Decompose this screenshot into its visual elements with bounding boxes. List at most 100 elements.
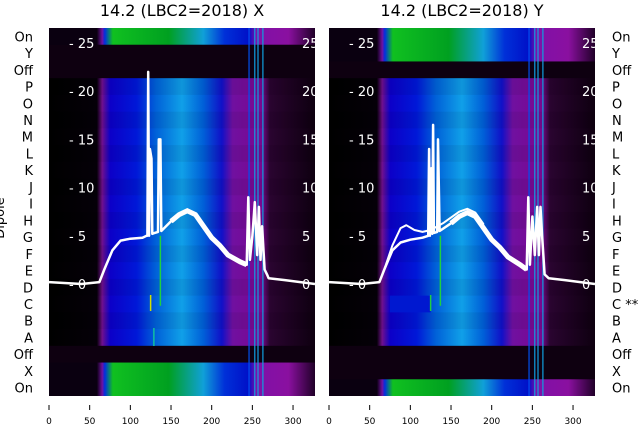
row-label: I [29, 198, 33, 213]
series-point [249, 259, 251, 261]
row-label: C [24, 298, 33, 313]
series-point [594, 283, 595, 285]
row-label: Off [612, 64, 632, 79]
heatmap-row [49, 228, 315, 246]
overlay-tick-label-twin: 10 [582, 182, 599, 197]
heatmap-row [329, 262, 595, 280]
series-point [436, 231, 438, 233]
series-point [150, 158, 153, 160]
row-label: D [23, 281, 33, 296]
series-point [429, 235, 431, 237]
overlay-tick-label-twin: 5 [302, 230, 310, 245]
x-tick-label: 100 [122, 417, 139, 427]
heatmap-row [49, 362, 315, 380]
heatmap-row [329, 295, 595, 313]
series-point [427, 235, 429, 237]
series-point [439, 230, 441, 232]
x-tick-label: 300 [564, 417, 581, 427]
series-point [391, 244, 394, 247]
overlay-tick-label-twin: 10 [302, 182, 319, 197]
row-label: L [612, 147, 620, 162]
heatmap-row-shade [49, 312, 315, 330]
heatmap-row [49, 161, 315, 180]
x-tick-label: 150 [162, 417, 179, 427]
row-label: O [612, 97, 622, 112]
chart-title: 14.2 (LBC2=2018) X [100, 1, 264, 20]
heatmap-row-shade [49, 111, 315, 129]
series-point [536, 206, 538, 208]
row-label: A [24, 331, 33, 346]
series-point [160, 230, 162, 232]
series-point [430, 229, 432, 231]
row-label: L [26, 147, 34, 162]
row-label: X [24, 365, 33, 380]
x-tick-label: 0 [326, 417, 332, 427]
series-point [531, 215, 533, 218]
series-point [399, 241, 402, 244]
row-label: On [15, 30, 33, 45]
x-tick-label: 0 [46, 417, 52, 427]
heatmap-row [329, 161, 595, 180]
x-tick-label: 100 [402, 417, 419, 427]
heatmap-stripe [262, 28, 264, 396]
series-point [284, 279, 286, 281]
series-line-emphasis [449, 209, 529, 272]
series-point [149, 148, 151, 150]
row-label: I [612, 198, 616, 213]
overlay-tick-label-twin: 20 [302, 85, 319, 100]
series-line-spectrum-2 [383, 207, 485, 270]
row-label: E [612, 265, 620, 280]
series-point [428, 148, 430, 150]
panel-y: - 0 0 - 5 5 - 10 10 - 15 15 - 20 20 - 25 25 [329, 28, 599, 396]
heatmap-stripe [153, 328, 155, 346]
row-label: F [612, 248, 619, 263]
heatmap-row [329, 329, 595, 347]
heatmap-row-shade [329, 312, 595, 330]
row-label: A [612, 331, 621, 346]
row-label: E [25, 265, 33, 280]
series-point [129, 238, 131, 240]
series-point [266, 273, 268, 275]
series-point [458, 211, 460, 213]
series-point [421, 231, 424, 233]
row-label: On [612, 382, 630, 397]
heatmap-stripe [542, 28, 544, 396]
overlay-tick-label: - 25 [69, 37, 94, 52]
overlay-tick-label: - 10 [349, 182, 374, 197]
series-point [399, 227, 402, 229]
series-point [329, 281, 330, 283]
series-line-emphasis [169, 207, 248, 268]
row-label: J [28, 181, 33, 196]
row-label: G [23, 231, 33, 246]
row-label: Y [24, 47, 33, 62]
series-point [254, 201, 256, 203]
heatmap-row [49, 379, 315, 396]
series-point [437, 138, 439, 140]
series-point [548, 277, 550, 279]
heatmap-stripe [439, 235, 442, 306]
x-tick-label: 50 [84, 417, 96, 427]
series-point [383, 268, 385, 271]
overlay-tick-label: - 10 [69, 182, 94, 197]
overlay-tick-label-twin: 15 [302, 133, 319, 148]
row-label: D [612, 281, 622, 296]
overlay-tick-label: - 0 [349, 278, 366, 293]
row-label: O [23, 97, 33, 112]
overlay-tick-label: - 25 [349, 37, 374, 52]
heatmap-row-shade [329, 111, 595, 129]
heatmap-stripe [159, 235, 162, 306]
heatmap-row [329, 228, 595, 246]
x-tick-label: 200 [203, 417, 220, 427]
row-label: H [23, 214, 33, 229]
series-point [442, 222, 444, 224]
row-label: K [24, 164, 33, 179]
series-point [111, 249, 114, 251]
row-label: B [612, 315, 621, 330]
row-label: Off [612, 348, 632, 363]
series-point [146, 235, 149, 237]
series-point [157, 231, 159, 233]
series-point [258, 206, 260, 208]
series-point [474, 212, 477, 214]
row-label: Off [14, 348, 34, 363]
series-point [141, 237, 144, 239]
